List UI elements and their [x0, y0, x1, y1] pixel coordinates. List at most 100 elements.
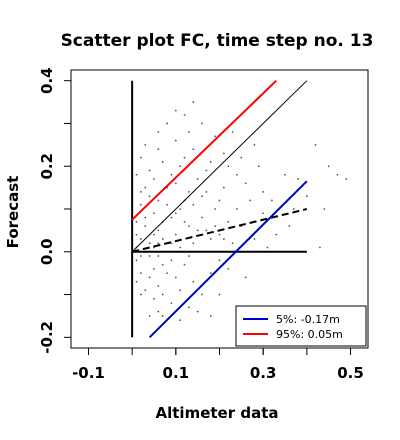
data-point	[201, 195, 203, 198]
data-point	[214, 208, 217, 210]
data-point	[148, 195, 151, 198]
data-point	[148, 276, 151, 279]
data-point	[135, 173, 138, 176]
data-point	[209, 315, 212, 317]
data-point	[139, 190, 142, 193]
data-point	[201, 122, 203, 125]
y-axis-label: Forecast	[4, 176, 22, 249]
data-point	[253, 238, 256, 240]
data-point	[218, 259, 221, 262]
data-point	[196, 310, 199, 313]
data-point	[139, 156, 142, 159]
data-point	[135, 280, 138, 283]
data-point	[209, 272, 212, 275]
data-point	[192, 101, 195, 103]
data-point	[170, 302, 173, 304]
data-point	[139, 203, 142, 206]
data-point	[201, 293, 203, 296]
data-point	[253, 143, 256, 146]
identity-line	[131, 80, 308, 253]
data-point	[275, 233, 278, 236]
data-point	[161, 293, 164, 296]
data-point	[161, 161, 164, 163]
data-point	[157, 131, 160, 133]
data-point	[188, 131, 190, 133]
data-point	[314, 143, 317, 146]
data-point	[249, 199, 251, 202]
data-point	[292, 208, 295, 210]
reference-lines	[131, 79, 308, 339]
x-tick-label: 0.3	[250, 364, 277, 382]
data-point	[284, 173, 286, 176]
data-point	[148, 255, 151, 257]
data-point	[183, 114, 186, 116]
data-point	[144, 289, 147, 292]
data-point	[174, 212, 177, 215]
y-tick-label: 0.2	[38, 153, 56, 180]
data-point	[345, 178, 348, 180]
data-point	[148, 315, 151, 317]
legend: 5%: -0.17m 95%: 0.05m	[235, 305, 367, 347]
data-point	[218, 199, 221, 202]
data-point	[157, 148, 160, 151]
data-point	[144, 186, 147, 189]
data-point	[153, 267, 155, 270]
data-point	[205, 169, 208, 172]
data-point	[170, 216, 173, 219]
data-point	[139, 255, 142, 257]
data-point	[170, 259, 173, 262]
data-point	[183, 220, 186, 223]
data-point	[153, 212, 155, 215]
upper-band-line	[131, 79, 277, 221]
data-point	[188, 255, 190, 257]
data-point	[157, 242, 160, 245]
data-point	[157, 229, 160, 232]
data-point	[192, 242, 195, 245]
data-point	[323, 208, 326, 210]
data-point	[266, 246, 269, 249]
data-point	[135, 220, 138, 223]
data-point	[222, 152, 225, 155]
data-point	[257, 165, 260, 168]
data-point	[336, 173, 339, 176]
data-point	[227, 267, 230, 270]
legend-label: 5%: -0.17m	[276, 313, 340, 326]
data-point	[179, 246, 182, 249]
data-point	[262, 190, 265, 193]
data-point	[205, 190, 208, 193]
x-tick-label: 0.5	[337, 364, 364, 382]
data-point	[244, 276, 247, 279]
data-point	[148, 169, 151, 172]
data-point	[222, 238, 225, 240]
data-point	[244, 182, 247, 185]
data-point	[240, 156, 243, 159]
data-point	[297, 178, 300, 180]
data-point	[327, 165, 330, 168]
data-point	[161, 238, 164, 240]
data-point	[148, 242, 151, 245]
data-point	[161, 315, 164, 317]
data-point	[319, 246, 321, 249]
data-point	[139, 272, 142, 275]
data-point	[236, 208, 238, 210]
axis-ticks: -0.1 0.1 0.3 0.5 -0.2 0.0 0.2 0.4	[38, 67, 364, 382]
data-point	[174, 276, 177, 279]
data-point	[271, 199, 273, 202]
data-point	[201, 216, 203, 219]
x-tick-label: 0.1	[163, 364, 190, 382]
data-point	[166, 272, 168, 275]
data-point	[166, 203, 168, 206]
data-point	[157, 310, 160, 313]
data-point	[231, 242, 234, 245]
data-point	[157, 199, 160, 202]
data-point	[305, 195, 308, 198]
data-point	[218, 233, 221, 236]
data-point	[196, 178, 199, 180]
data-point	[179, 319, 182, 322]
data-point	[196, 229, 199, 232]
x-axis-label: Altimeter data	[156, 404, 279, 422]
data-point	[179, 208, 182, 210]
data-point	[170, 173, 173, 176]
data-point	[192, 203, 195, 206]
